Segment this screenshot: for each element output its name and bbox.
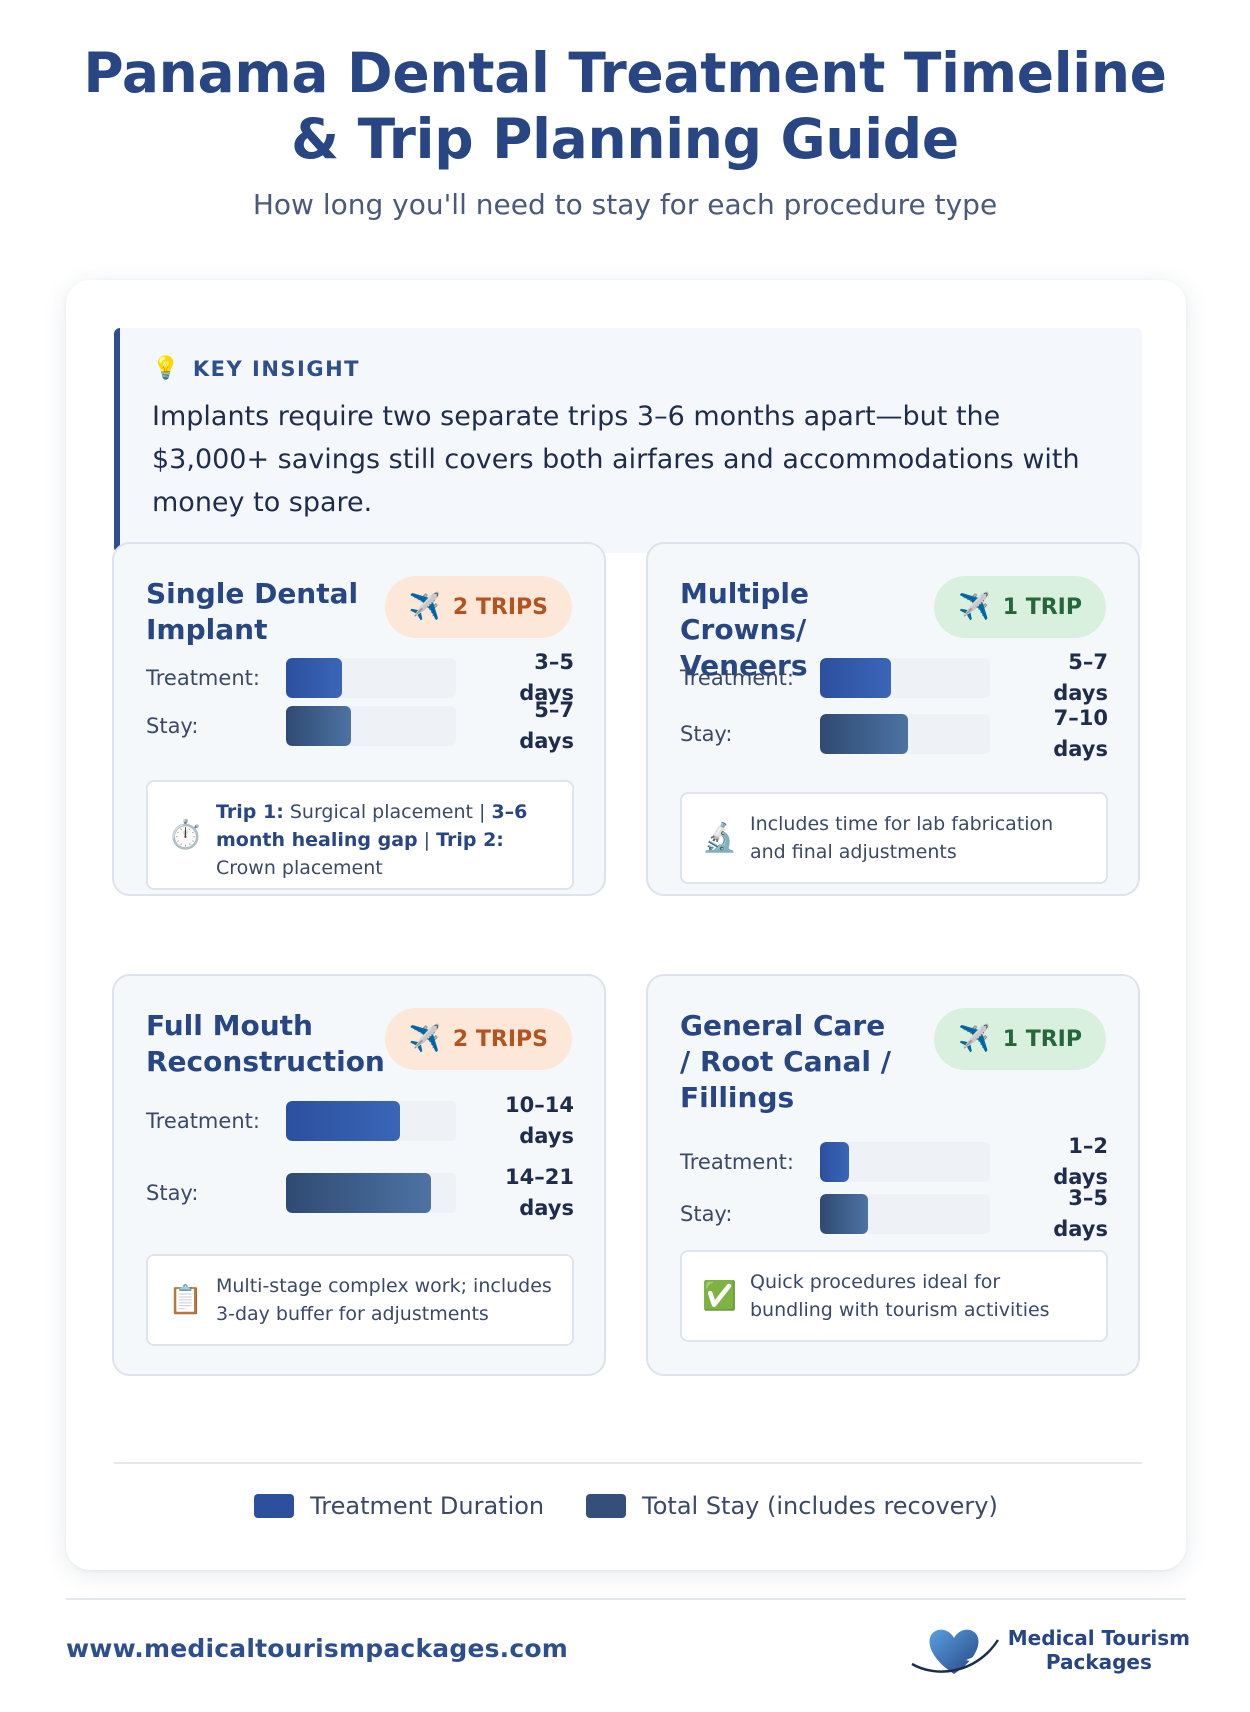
trips-badge-label: 1 TRIP — [1002, 594, 1082, 620]
trips-badge: ✈️ 2 TRIPS — [384, 1008, 572, 1070]
card-full-mouth-reconstruction: Full Mouth Reconstruction ✈️ 2 TRIPS Tre… — [112, 974, 606, 1376]
treatment-bar-track — [286, 658, 456, 698]
treatment-row: Treatment: 3–5 days — [146, 648, 574, 708]
treatment-duration: 3–5 days — [519, 650, 574, 705]
card-title: General Care / Root Canal / Fillings — [680, 1009, 891, 1114]
stay-duration: 5–7 days — [519, 698, 574, 753]
key-insight-heading: 💡 KEY INSIGHT — [152, 356, 1112, 381]
title-line-1: Panama Dental Treatment Timeline — [83, 41, 1167, 105]
treatment-row: Treatment: 5–7 days — [680, 648, 1108, 708]
airplane-icon: ✈️ — [958, 592, 991, 622]
treatment-row: Treatment: 1–2 days — [680, 1132, 1108, 1192]
airplane-icon: ✈️ — [958, 1024, 991, 1054]
stay-bar — [286, 1173, 431, 1213]
treatment-bar-track — [286, 1101, 456, 1141]
treatment-bar-track — [820, 1142, 990, 1182]
treatment-label: Treatment: — [680, 1150, 794, 1174]
key-insight-box: 💡 KEY INSIGHT Implants require two separ… — [114, 328, 1142, 553]
note-text: Trip 1: Surgical placement | 3–6 month h… — [216, 801, 528, 879]
legend-item-stay: Total Stay (includes recovery) — [586, 1492, 998, 1520]
note-text: Multi-stage complex work; includes 3-day… — [216, 1275, 552, 1325]
legend-swatch-treatment — [254, 1494, 295, 1518]
treatment-duration: 5–7 days — [1053, 650, 1108, 705]
checkmark-icon: ✅ — [702, 1279, 737, 1312]
treatment-row: Treatment: 10–14 days — [146, 1088, 574, 1154]
brand-name-line-1: Medical Tourism — [1007, 1626, 1190, 1650]
card-note: 🔬 Includes time for lab fabrication and … — [680, 792, 1108, 884]
stay-bar — [820, 1194, 868, 1234]
title-line-2: & Trip Planning Guide — [291, 107, 959, 171]
heart-logo-icon — [911, 1629, 999, 1674]
website-link[interactable]: www.medicaltourismpackages.com — [66, 1634, 569, 1663]
stay-bar-track — [286, 706, 456, 746]
card-note: 📋 Multi-stage complex work; includes 3-d… — [146, 1254, 574, 1346]
stay-label: Stay: — [680, 722, 733, 746]
treatment-duration: 10–14 days — [505, 1093, 574, 1148]
card-note: ⏱️ Trip 1: Surgical placement | 3–6 mont… — [146, 780, 574, 890]
treatment-label: Treatment: — [680, 666, 794, 690]
trips-badge: ✈️ 2 TRIPS — [384, 576, 572, 638]
trips-badge: ✈️ 1 TRIP — [934, 576, 1106, 638]
legend-label-stay: Total Stay (includes recovery) — [642, 1492, 998, 1520]
treatment-label: Treatment: — [146, 1109, 260, 1133]
brand-logo: Medical Tourism Packages — [906, 1620, 1190, 1680]
content-panel: 💡 KEY INSIGHT Implants require two separ… — [66, 280, 1186, 1570]
stay-row: Stay: 5–7 days — [146, 696, 574, 756]
treatment-bar-track — [820, 658, 990, 698]
airplane-icon: ✈️ — [408, 1024, 441, 1054]
card-note: ✅ Quick procedures ideal for bundling wi… — [680, 1250, 1108, 1342]
legend-swatch-stay — [586, 1494, 627, 1518]
card-general-care: General Care / Root Canal / Fillings ✈️ … — [646, 974, 1140, 1376]
key-insight-label: KEY INSIGHT — [192, 356, 361, 381]
stay-bar-track — [286, 1173, 456, 1213]
stay-label: Stay: — [680, 1202, 733, 1226]
stay-row: Stay: 3–5 days — [680, 1184, 1108, 1244]
card-single-dental-implant: Single Dental Implant ✈️ 2 TRIPS Treatme… — [112, 542, 606, 896]
trips-badge: ✈️ 1 TRIP — [934, 1008, 1106, 1070]
page-title: Panama Dental Treatment Timeline & Trip … — [0, 40, 1250, 172]
stopwatch-icon: ⏱️ — [168, 818, 203, 851]
stay-row: Stay: 7–10 days — [680, 702, 1108, 766]
stay-bar-track — [820, 1194, 990, 1234]
treatment-label: Treatment: — [146, 666, 260, 690]
treatment-bar — [286, 658, 343, 698]
stay-duration: 7–10 days — [1053, 706, 1108, 761]
treatment-bar — [820, 658, 892, 698]
stay-bar — [820, 714, 909, 754]
clipboard-icon: 📋 — [168, 1283, 203, 1316]
trips-badge-label: 2 TRIPS — [452, 1026, 548, 1052]
legend-label-treatment: Treatment Duration — [310, 1492, 545, 1520]
card-title: Single Dental Implant — [146, 577, 359, 646]
treatment-bar — [820, 1142, 849, 1182]
stay-label: Stay: — [146, 1181, 199, 1205]
note-text: Quick procedures ideal for bundling with… — [750, 1271, 1050, 1321]
stay-duration: 14–21 days — [505, 1165, 574, 1220]
microscope-icon: 🔬 — [702, 821, 737, 854]
key-insight-text: Implants require two separate trips 3–6 … — [152, 401, 1080, 518]
page-subtitle: How long you'll need to stay for each pr… — [252, 188, 998, 221]
stay-bar — [286, 706, 351, 746]
card-multiple-crowns-veneers: Multiple Crowns/ Veneers ✈️ 1 TRIP Treat… — [646, 542, 1140, 896]
treatment-bar — [286, 1101, 400, 1141]
trips-badge-label: 2 TRIPS — [452, 594, 548, 620]
note-text: Includes time for lab fabrication and fi… — [750, 813, 1054, 863]
legend: Treatment Duration Total Stay (includes … — [66, 1492, 1186, 1520]
header: Panama Dental Treatment Timeline & Trip … — [0, 40, 1250, 221]
card-title: Multiple Crowns/ Veneers — [680, 577, 810, 682]
legend-item-treatment: Treatment Duration — [254, 1492, 544, 1520]
brand-name-line-2: Packages — [1045, 1650, 1152, 1674]
legend-divider — [114, 1462, 1142, 1464]
stay-duration: 3–5 days — [1053, 1186, 1108, 1241]
stay-bar-track — [820, 714, 990, 754]
stay-row: Stay: 14–21 days — [146, 1160, 574, 1226]
card-title: Full Mouth Reconstruction — [146, 1009, 385, 1078]
footer-divider — [66, 1598, 1186, 1600]
trips-badge-label: 1 TRIP — [1002, 1026, 1082, 1052]
lightbulb-icon: 💡 — [152, 356, 181, 381]
treatment-duration: 1–2 days — [1053, 1134, 1108, 1189]
brand-name: Medical Tourism Packages — [1008, 1626, 1190, 1674]
stay-label: Stay: — [146, 714, 199, 738]
airplane-icon: ✈️ — [408, 592, 441, 622]
